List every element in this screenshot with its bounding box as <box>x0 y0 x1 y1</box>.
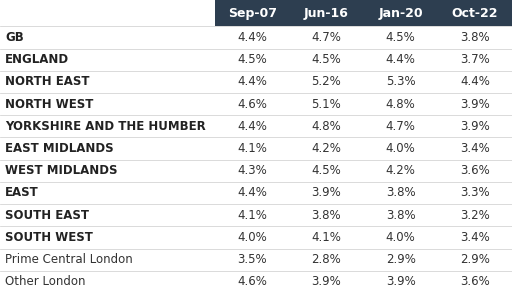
Text: 3.5%: 3.5% <box>238 253 267 266</box>
Text: ENGLAND: ENGLAND <box>5 53 69 66</box>
Text: 4.1%: 4.1% <box>237 209 267 222</box>
Text: 2.8%: 2.8% <box>311 253 342 266</box>
Text: 3.8%: 3.8% <box>460 31 489 44</box>
Text: 3.6%: 3.6% <box>460 275 490 288</box>
Text: Jun-16: Jun-16 <box>304 7 349 20</box>
Text: 3.9%: 3.9% <box>311 186 342 200</box>
Text: Oct-22: Oct-22 <box>452 7 498 20</box>
Text: SOUTH EAST: SOUTH EAST <box>5 209 89 222</box>
Text: 4.4%: 4.4% <box>237 31 267 44</box>
Text: NORTH EAST: NORTH EAST <box>5 75 90 88</box>
Text: 3.3%: 3.3% <box>460 186 489 200</box>
Text: YORKSHIRE AND THE HUMBER: YORKSHIRE AND THE HUMBER <box>5 120 206 133</box>
Text: Other London: Other London <box>5 275 86 288</box>
Text: 3.4%: 3.4% <box>460 142 490 155</box>
Text: 3.8%: 3.8% <box>386 186 415 200</box>
Text: 4.4%: 4.4% <box>237 186 267 200</box>
Text: 5.2%: 5.2% <box>311 75 342 88</box>
Text: 4.1%: 4.1% <box>311 231 342 244</box>
Text: 4.6%: 4.6% <box>237 98 267 110</box>
Text: 2.9%: 2.9% <box>386 253 416 266</box>
Text: 3.4%: 3.4% <box>460 231 490 244</box>
Text: 5.1%: 5.1% <box>311 98 342 110</box>
Text: 3.2%: 3.2% <box>460 209 490 222</box>
Text: 4.5%: 4.5% <box>311 53 342 66</box>
Text: 4.2%: 4.2% <box>311 142 342 155</box>
Text: 4.4%: 4.4% <box>237 120 267 133</box>
Text: 4.0%: 4.0% <box>386 142 416 155</box>
Text: EAST MIDLANDS: EAST MIDLANDS <box>5 142 114 155</box>
Text: 3.9%: 3.9% <box>460 120 490 133</box>
Text: 3.9%: 3.9% <box>460 98 490 110</box>
Text: 4.5%: 4.5% <box>237 53 267 66</box>
Text: 4.4%: 4.4% <box>237 75 267 88</box>
Text: 4.2%: 4.2% <box>386 164 416 177</box>
Text: 3.7%: 3.7% <box>460 53 490 66</box>
Text: 4.4%: 4.4% <box>460 75 490 88</box>
Text: 4.8%: 4.8% <box>311 120 342 133</box>
Text: 4.0%: 4.0% <box>386 231 416 244</box>
Text: 4.7%: 4.7% <box>386 120 416 133</box>
Text: 3.9%: 3.9% <box>386 275 416 288</box>
Text: 3.8%: 3.8% <box>312 209 341 222</box>
Text: 4.7%: 4.7% <box>311 31 342 44</box>
Bar <box>215 0 512 26</box>
Text: GB: GB <box>5 31 24 44</box>
Text: SOUTH WEST: SOUTH WEST <box>5 231 93 244</box>
Text: Jan-20: Jan-20 <box>378 7 423 20</box>
Text: Prime Central London: Prime Central London <box>5 253 133 266</box>
Text: 4.5%: 4.5% <box>386 31 416 44</box>
Text: 2.9%: 2.9% <box>460 253 490 266</box>
Text: 4.6%: 4.6% <box>237 275 267 288</box>
Text: WEST MIDLANDS: WEST MIDLANDS <box>5 164 118 177</box>
Text: NORTH WEST: NORTH WEST <box>5 98 94 110</box>
Text: 3.6%: 3.6% <box>460 164 490 177</box>
Text: 3.8%: 3.8% <box>386 209 415 222</box>
Text: 5.3%: 5.3% <box>386 75 415 88</box>
Text: EAST: EAST <box>5 186 39 200</box>
Text: 4.5%: 4.5% <box>311 164 342 177</box>
Text: 4.1%: 4.1% <box>237 142 267 155</box>
Text: 4.0%: 4.0% <box>237 231 267 244</box>
Text: Sep-07: Sep-07 <box>228 7 276 20</box>
Text: 4.4%: 4.4% <box>386 53 416 66</box>
Text: 4.3%: 4.3% <box>237 164 267 177</box>
Text: 3.9%: 3.9% <box>311 275 342 288</box>
Text: 4.8%: 4.8% <box>386 98 416 110</box>
